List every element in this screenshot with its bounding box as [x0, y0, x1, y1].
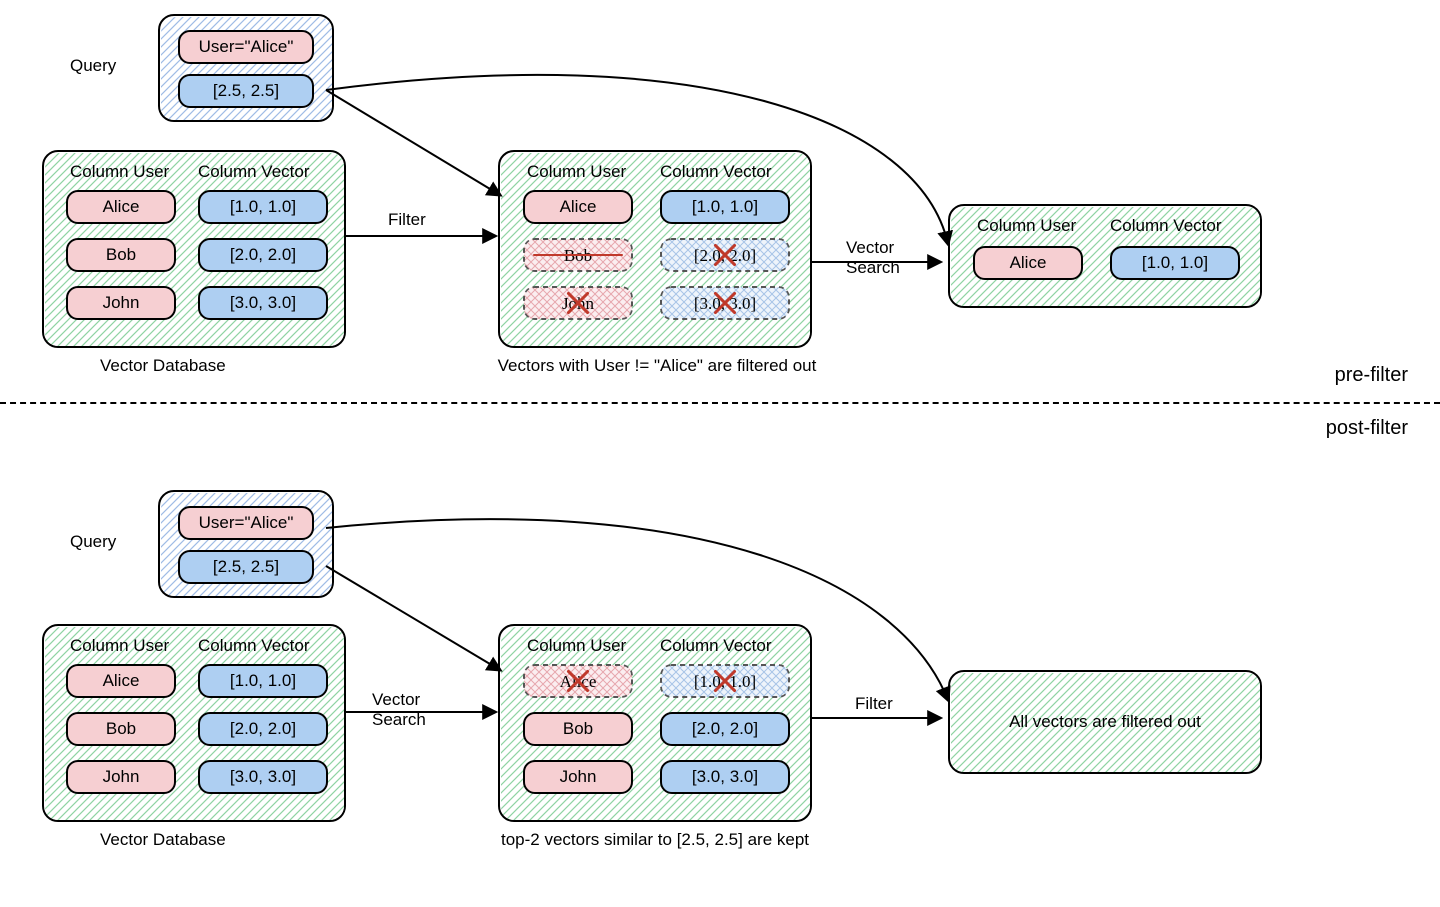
mid-bot-user-2: John	[523, 760, 633, 794]
mid-top-user-1: Bob	[523, 238, 633, 272]
mid-top-user-0: Alice	[523, 190, 633, 224]
mid-bot-vec-2: [3.0, 3.0]	[660, 760, 790, 794]
query-vector-pill-top: [2.5, 2.5]	[178, 74, 314, 108]
mid-bot-user-1: Bob	[523, 712, 633, 746]
db-bot-vec-1: [2.0, 2.0]	[198, 712, 328, 746]
db-bot-vec-2: [3.0, 3.0]	[198, 760, 328, 794]
db-bot-user-2: John	[66, 760, 176, 794]
arrow-label-vsearch-bot-1: Vector	[372, 690, 420, 710]
vector-db-caption-bottom: Vector Database	[100, 830, 226, 850]
arrow-label-filter-top: Filter	[388, 210, 426, 230]
db-top-user-2: John	[66, 286, 176, 320]
db-top-user-0: Alice	[66, 190, 176, 224]
db-top-vec-0: [1.0, 1.0]	[198, 190, 328, 224]
res-top-user: Alice	[973, 246, 1083, 280]
mid-bot-user-0: Alice	[523, 664, 633, 698]
col-vector-hdr-mid-bot: Column Vector	[660, 636, 772, 656]
query-label-top: Query	[70, 56, 116, 76]
vector-db-caption-top: Vector Database	[100, 356, 226, 376]
svg-text:John: John	[562, 294, 595, 313]
col-vector-hdr-db-top: Column Vector	[198, 162, 310, 182]
svg-text:[2.0, 2.0]: [2.0, 2.0]	[694, 246, 756, 265]
mid-top-vec-1: [2.0, 2.0]	[660, 238, 790, 272]
svg-text:[1.0, 1.0]: [1.0, 1.0]	[694, 672, 756, 691]
col-vector-hdr-db-bot: Column Vector	[198, 636, 310, 656]
svg-text:[3.0, 3.0]: [3.0, 3.0]	[694, 294, 756, 313]
query-filter-pill-bottom: User="Alice"	[178, 506, 314, 540]
db-bot-vec-0: [1.0, 1.0]	[198, 664, 328, 698]
col-user-hdr-mid-top: Column User	[527, 162, 626, 182]
col-user-hdr-mid-bot: Column User	[527, 636, 626, 656]
svg-text:Alice: Alice	[560, 672, 597, 691]
db-bot-user-0: Alice	[66, 664, 176, 698]
db-top-user-1: Bob	[66, 238, 176, 272]
query-label-bottom: Query	[70, 532, 116, 552]
col-user-hdr-res-top: Column User	[977, 216, 1076, 236]
arrow-label-filter-bot: Filter	[855, 694, 893, 714]
col-vector-hdr-mid-top: Column Vector	[660, 162, 772, 182]
post-filter-label: post-filter	[1326, 417, 1408, 440]
mid-bot-vec-0: [1.0, 1.0]	[660, 664, 790, 698]
arrow-bot-query-to-mid	[326, 566, 500, 670]
db-bot-user-1: Bob	[66, 712, 176, 746]
db-top-vec-1: [2.0, 2.0]	[198, 238, 328, 272]
db-top-vec-2: [3.0, 3.0]	[198, 286, 328, 320]
query-filter-pill-top: User="Alice"	[178, 30, 314, 64]
pre-filter-label: pre-filter	[1335, 364, 1408, 387]
section-divider	[0, 402, 1440, 404]
mid-top-user-2: John	[523, 286, 633, 320]
filtered-caption-bottom: top-2 vectors similar to [2.5, 2.5] are …	[430, 830, 880, 850]
col-user-hdr-db-bot: Column User	[70, 636, 169, 656]
svg-text:Bob: Bob	[564, 246, 592, 265]
col-user-hdr-db-top: Column User	[70, 162, 169, 182]
arrow-label-vsearch-top-2: Search	[846, 258, 900, 278]
result-caption-bottom: All vectors are filtered out	[968, 712, 1242, 732]
col-vector-hdr-res-top: Column Vector	[1110, 216, 1222, 236]
query-vector-pill-bottom: [2.5, 2.5]	[178, 550, 314, 584]
mid-top-vec-2: [3.0, 3.0]	[660, 286, 790, 320]
filtered-caption-top: Vectors with User != "Alice" are filtere…	[442, 356, 872, 376]
arrow-top-query-to-mid	[326, 90, 500, 195]
arrow-label-vsearch-bot-2: Search	[372, 710, 426, 730]
mid-top-vec-0: [1.0, 1.0]	[660, 190, 790, 224]
arrow-label-vsearch-top-1: Vector	[846, 238, 894, 258]
mid-bot-vec-1: [2.0, 2.0]	[660, 712, 790, 746]
res-top-vec: [1.0, 1.0]	[1110, 246, 1240, 280]
